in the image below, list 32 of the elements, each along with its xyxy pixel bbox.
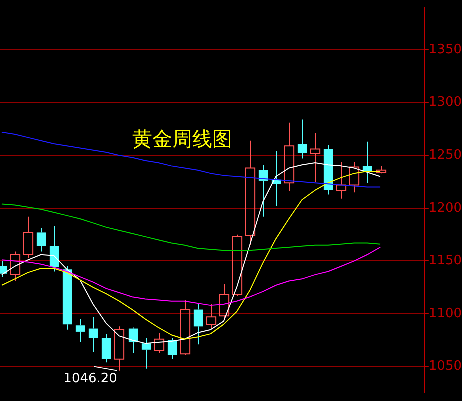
y-tick-label: 1150 (428, 254, 462, 269)
candlestick (168, 338, 178, 360)
candlestick (310, 132, 321, 183)
candlestick (349, 161, 360, 194)
candlestick (206, 304, 217, 330)
candlestick (88, 316, 98, 353)
candlestick (284, 122, 295, 192)
candlestick (336, 161, 347, 200)
candlestick (36, 228, 46, 252)
candlestick (50, 226, 60, 272)
y-tick-label: 1250 (428, 148, 462, 163)
candlestick (62, 266, 72, 330)
candlestick (76, 318, 86, 344)
candlestick (128, 327, 138, 354)
candlestick (298, 119, 308, 160)
candlestick (114, 326, 125, 372)
candlestick (219, 284, 230, 320)
candlestick (180, 300, 191, 356)
candlestick (142, 338, 152, 370)
y-tick-label: 1100 (428, 306, 462, 322)
candlestick (324, 144, 334, 196)
candlestick (194, 304, 204, 346)
y-tick-label: 1300 (428, 95, 462, 110)
y-tick-label: 1350 (428, 42, 462, 58)
y-tick-label: 1200 (428, 200, 462, 216)
y-tick-label: 1050 (428, 359, 462, 374)
candlestick (245, 140, 256, 246)
candlestick (23, 216, 34, 259)
candlestick (10, 251, 21, 282)
candlestick (102, 334, 112, 364)
text: 黄金周线图 (132, 127, 233, 152)
annotation: 1046.20 (64, 372, 118, 387)
